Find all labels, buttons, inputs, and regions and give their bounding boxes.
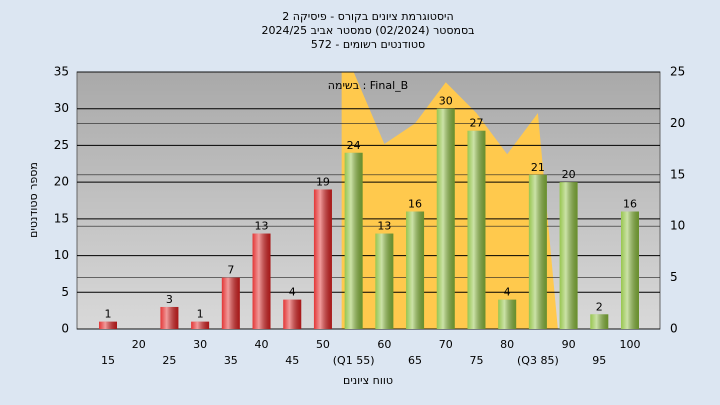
y2-tick-label: 20 (670, 116, 685, 130)
x-tick-label: (Q1 55) (333, 354, 375, 367)
bar-shine (313, 189, 332, 329)
y2-tick-label: 5 (670, 270, 678, 284)
y-tick-label: 25 (54, 138, 69, 152)
title-line: היסטוגרמת ציונים בקורס - פיסיקה 2 (282, 10, 453, 23)
y2-tick-label: 25 (670, 65, 685, 79)
x-tick-label: 60 (377, 338, 391, 351)
x-tick-label: 15 (101, 354, 115, 367)
bar-shine (590, 314, 609, 329)
value-label: 13 (377, 220, 391, 233)
value-label: 7 (227, 264, 234, 277)
x-tick-label: 90 (562, 338, 576, 351)
value-label: 13 (255, 220, 269, 233)
value-label: 1 (197, 308, 204, 321)
y-tick-label: 30 (54, 101, 69, 115)
x-tick-label: 95 (592, 354, 606, 367)
value-label: 1 (105, 308, 112, 321)
x-tick-label: 20 (132, 338, 146, 351)
y-tick-label: 5 (61, 285, 69, 299)
y-tick-label: 0 (61, 322, 69, 336)
value-label: 27 (469, 117, 483, 130)
bar-shine (498, 299, 517, 329)
bar-shine (252, 233, 271, 329)
x-tick-label: 25 (162, 354, 176, 367)
x-tick-label: 40 (255, 338, 269, 351)
x-tick-label: 65 (408, 354, 422, 367)
bar-shine (406, 211, 425, 329)
bar-shine (375, 233, 394, 329)
y-tick-label: 35 (54, 65, 69, 79)
x-axis-label: טווח ציונים (343, 374, 393, 387)
x-tick-label: 45 (285, 354, 299, 367)
bar-shine (283, 299, 302, 329)
x-tick-label: 35 (224, 354, 238, 367)
title-line: בסמסטר (02/2024) סמסטר אביב 2024/25 (261, 24, 474, 37)
y-axis-label: מספר סטודנטים (27, 162, 40, 238)
value-label: 2 (596, 300, 603, 313)
bar-shine (467, 130, 486, 329)
bar-shine (559, 182, 578, 329)
bar-shine (99, 321, 117, 329)
x-tick-label: 50 (316, 338, 330, 351)
title-line: סטודנטים רשומים - 572 (311, 38, 425, 51)
y-tick-label: 10 (54, 248, 69, 262)
bar-shine (344, 152, 363, 329)
x-tick-label: 80 (500, 338, 514, 351)
value-label: 30 (439, 95, 453, 108)
value-label: 16 (408, 198, 422, 211)
bar-shine (160, 306, 179, 329)
y-tick-label: 20 (54, 175, 69, 189)
value-label: 24 (347, 139, 361, 152)
y2-tick-label: 15 (670, 167, 685, 181)
x-tick-label: (Q3 85) (517, 354, 559, 367)
y2-tick-label: 10 (670, 219, 685, 233)
area-label: בשימה : Final_B (328, 79, 408, 92)
value-label: 4 (289, 286, 296, 299)
value-label: 20 (562, 168, 576, 181)
x-tick-label: 30 (193, 338, 207, 351)
y2-tick-label: 0 (670, 322, 678, 336)
value-label: 3 (166, 293, 173, 306)
x-tick-label: 70 (439, 338, 453, 351)
value-label: 16 (623, 198, 637, 211)
bar-shine (221, 277, 240, 329)
x-tick-label: 75 (469, 354, 483, 367)
bar-shine (191, 321, 210, 329)
y-tick-label: 15 (54, 211, 69, 225)
bar-shine (621, 211, 639, 329)
x-tick-label: 100 (620, 338, 641, 351)
value-label: 19 (316, 175, 330, 188)
bar-shine (436, 108, 455, 329)
value-label: 4 (504, 286, 511, 299)
value-label: 21 (531, 161, 545, 174)
bar-shine (528, 174, 547, 329)
